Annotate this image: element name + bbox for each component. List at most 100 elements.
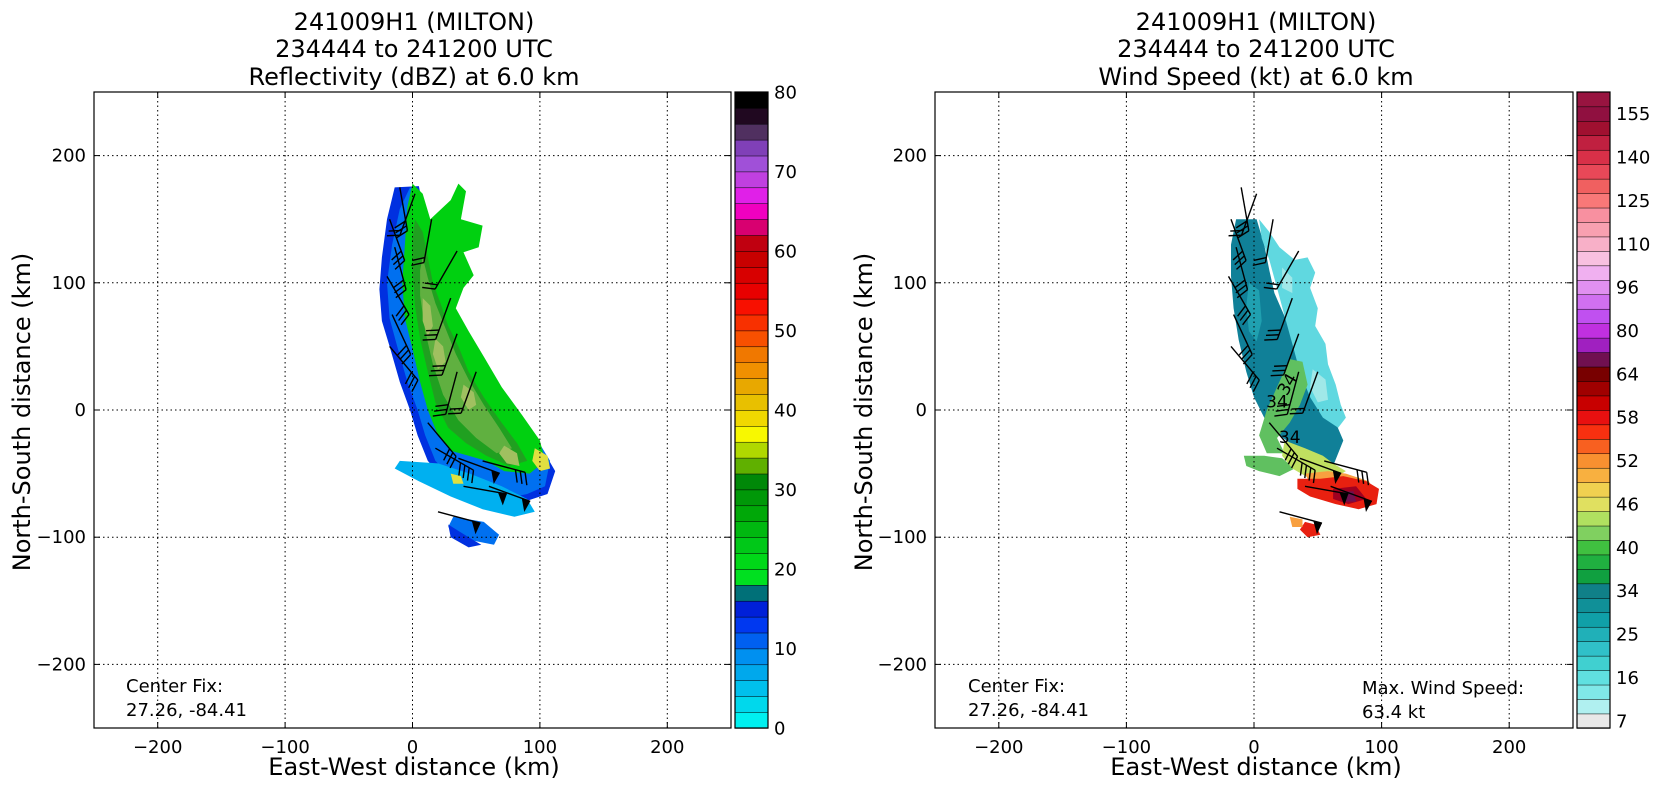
reflectivity-colorbar: 0 10 20 30 40 50 60 70 80 xyxy=(734,83,797,740)
wind-speed-center-fix-value: 27.26, -84.41 xyxy=(968,700,1089,721)
reflectivity-x-ticks: −200 −100 0 100 200 xyxy=(133,92,684,758)
colorbar-segment-10 xyxy=(734,552,769,570)
wind-barb-5 xyxy=(1230,345,1260,392)
colorbar-segment-27 xyxy=(1576,323,1611,339)
x-tick-label: 200 xyxy=(1492,737,1526,758)
x-tick-label: −100 xyxy=(1102,737,1151,758)
wind-barb-16 xyxy=(482,460,528,486)
colorbar-segment-23 xyxy=(1576,380,1611,397)
colorbar-segment-11 xyxy=(734,536,769,554)
colorbar-tick-label: 0 xyxy=(774,719,785,740)
y-tick-label: −200 xyxy=(37,654,86,675)
wind-barb-8 xyxy=(422,250,458,290)
colorbar-segment-5 xyxy=(1576,641,1611,657)
colorbar-segment-22 xyxy=(1576,395,1611,411)
colorbar-segment-26 xyxy=(1576,337,1611,353)
colorbar-tick-label: 16 xyxy=(1616,668,1639,689)
y-tick-label: 0 xyxy=(916,400,927,421)
wind-barb-15 xyxy=(458,457,500,484)
y-tick-label: −200 xyxy=(878,654,927,675)
field-region-2 xyxy=(1282,267,1293,293)
colorbar-segment-21 xyxy=(734,377,769,395)
colorbar-segment-10 xyxy=(1576,568,1611,585)
colorbar-segment-3 xyxy=(1576,669,1611,686)
colorbar-segment-2 xyxy=(734,680,769,697)
wind-barb-18 xyxy=(488,485,531,512)
colorbar-segment-9 xyxy=(734,568,769,586)
colorbar-segment-17 xyxy=(734,441,769,459)
colorbar-segment-13 xyxy=(734,505,769,522)
wind-barb-6 xyxy=(386,193,416,237)
colorbar-tick-label: 70 xyxy=(774,162,797,183)
colorbar-segment-25 xyxy=(734,314,769,332)
colorbar-tick-label: 25 xyxy=(1616,625,1639,646)
colorbar-segment-4 xyxy=(734,648,769,666)
colorbar-segment-27 xyxy=(734,282,769,300)
colorbar-tick-label: 80 xyxy=(774,83,797,104)
field-region-8 xyxy=(460,384,477,410)
colorbar-segment-39 xyxy=(1576,149,1611,165)
colorbar-segment-18 xyxy=(1576,453,1611,469)
max-wind-speed-value: 63.4 kt xyxy=(1362,702,1425,723)
colorbar-segment-32 xyxy=(1576,250,1611,267)
x-tick-label: −200 xyxy=(974,737,1023,758)
colorbar-segment-38 xyxy=(734,107,769,125)
y-tick-label: 0 xyxy=(75,400,86,421)
colorbar-frame xyxy=(734,91,769,729)
colorbar-segment-29 xyxy=(1576,294,1611,310)
colorbar-segment-37 xyxy=(1576,178,1611,194)
colorbar-tick-label: 7 xyxy=(1616,711,1627,732)
colorbar-tick-label: 20 xyxy=(774,560,797,581)
field-region-3 xyxy=(1310,369,1328,403)
colorbar-segment-15 xyxy=(734,473,769,491)
colorbar-tick-label: 110 xyxy=(1616,234,1650,255)
max-wind-speed-label: Max. Wind Speed: xyxy=(1362,678,1524,699)
colorbar-segment-31 xyxy=(1576,265,1611,281)
colorbar-segment-33 xyxy=(734,187,769,204)
colorbar-segment-16 xyxy=(734,457,769,475)
wind-barb-9 xyxy=(422,297,452,341)
colorbar-tick-label: 60 xyxy=(774,242,797,263)
wind-barb-3 xyxy=(386,276,410,326)
wind-barb-13 xyxy=(1268,422,1299,469)
reflectivity-center-fix-value: 27.26, -84.41 xyxy=(126,700,247,721)
colorbar-segment-26 xyxy=(734,298,769,316)
field-region-4 xyxy=(1246,282,1262,342)
colorbar-segment-12 xyxy=(1576,539,1611,556)
wind-barb-14 xyxy=(435,447,475,484)
colorbar-segment-32 xyxy=(734,203,769,220)
wind-barb-12 xyxy=(448,371,477,415)
colorbar-tick-label: 155 xyxy=(1616,104,1650,125)
wind-speed-colorbar: 7 16 25 34 40 46 52 58 64 80 96 110 125 140 155 xyxy=(1576,91,1650,732)
wind-barb-7 xyxy=(1252,219,1274,267)
colorbar-segment-29 xyxy=(734,250,769,268)
colorbar-segment-0 xyxy=(734,711,769,729)
field-region-4 xyxy=(412,219,528,466)
wind-barb-19 xyxy=(1279,511,1323,535)
colorbar-tick-label: 30 xyxy=(774,480,797,501)
colorbar-segment-17 xyxy=(1576,467,1611,483)
colorbar-segment-28 xyxy=(734,266,769,284)
colorbar-segment-43 xyxy=(1576,91,1611,108)
colorbar-segment-36 xyxy=(734,139,769,157)
colorbar-segment-28 xyxy=(1576,308,1611,324)
x-tick-label: 100 xyxy=(1364,737,1398,758)
wind-barbs xyxy=(1227,187,1373,535)
reflectivity-center-fix-label: Center Fix: xyxy=(126,676,223,697)
colorbar-segment-11 xyxy=(1576,554,1611,570)
field-region-6 xyxy=(422,298,433,337)
colorbar-segment-33 xyxy=(1576,236,1611,252)
colorbar-segment-34 xyxy=(734,171,769,189)
colorbar-segment-23 xyxy=(734,346,769,363)
colorbar-segment-7 xyxy=(734,600,769,618)
wind-speed-y-axis-label: North-South distance (km) xyxy=(850,253,878,572)
field-region-11 xyxy=(450,473,464,484)
wind-barb-9 xyxy=(1264,297,1293,341)
reflectivity-title-line1: 241009H1 (MILTON) xyxy=(294,8,535,36)
colorbar-segment-20 xyxy=(1576,424,1611,440)
field-region-1 xyxy=(1259,219,1346,428)
x-tick-label: 0 xyxy=(407,737,418,758)
wind-barb-10 xyxy=(1270,333,1300,377)
reflectivity-y-ticks: −200 −100 0 100 200 xyxy=(37,146,731,675)
